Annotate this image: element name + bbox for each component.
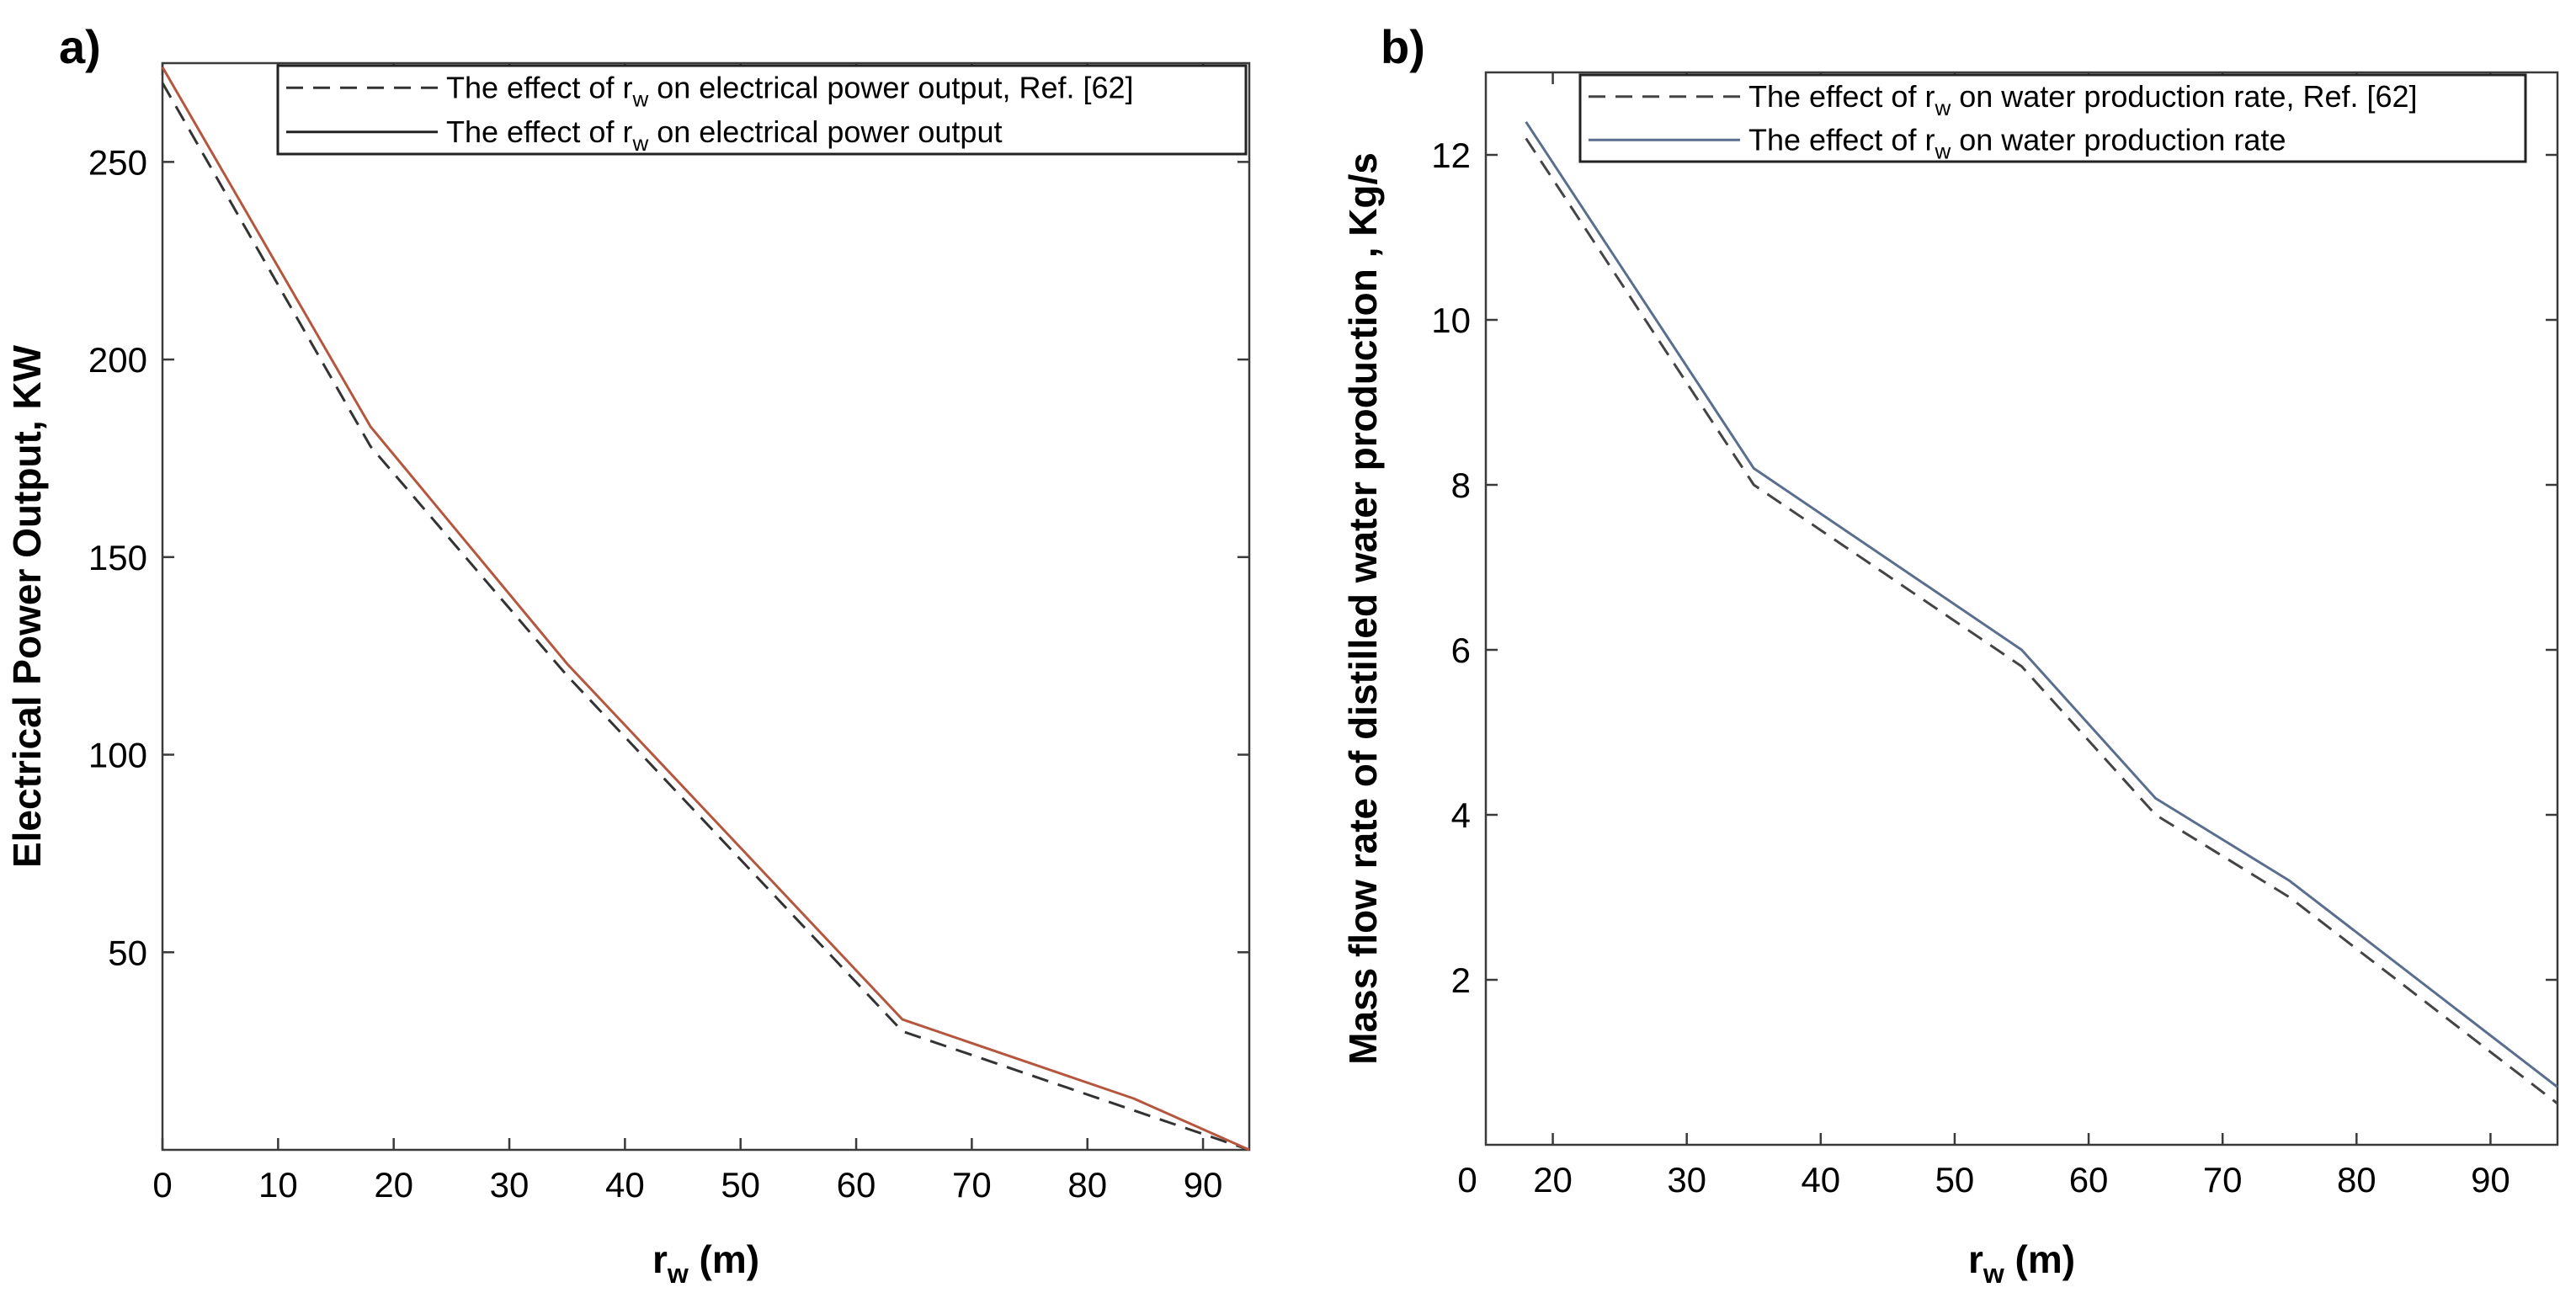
x-tick-label: 50 (721, 1165, 760, 1205)
y-tick-label: 12 (1431, 136, 1471, 175)
x-tick-label: 60 (837, 1165, 876, 1205)
plot-area (1484, 71, 2559, 1146)
y-tick-label: 8 (1451, 465, 1471, 505)
plot-area (161, 61, 1251, 1152)
x-tick-label: 30 (490, 1165, 530, 1205)
x-tick-label: 10 (258, 1165, 298, 1205)
y-tick-label: 200 (88, 340, 147, 380)
y-tick-label: 10 (1431, 301, 1471, 340)
y-tick-label: 2 (1451, 960, 1471, 1000)
x-tick-label: 40 (605, 1165, 645, 1205)
legend: The effect of rw on water production rat… (1578, 73, 2527, 163)
x-tick-label: 80 (1067, 1165, 1107, 1205)
chart-panel-b: b) 20 30 40 50 60 70 80 90 0 2 4 6 8 10 12 The effect of… (1341, 20, 2559, 1289)
legend: The effect of rw on electrical power out… (276, 64, 1248, 156)
x-tick-label: 90 (2471, 1160, 2510, 1200)
x-tick-label: 60 (2069, 1160, 2109, 1200)
x-tick-label: 30 (1667, 1160, 1706, 1200)
y-axis-title: Mass flow rate of distilled water produc… (1341, 152, 1385, 1065)
x-origin-label: 0 (1457, 1160, 1477, 1200)
panel-label: b) (1381, 20, 1425, 73)
x-tick-label: 20 (1533, 1160, 1573, 1200)
y-tick-label: 150 (88, 538, 147, 577)
x-tick-label: 0 (152, 1165, 172, 1205)
y-tick-label: 100 (88, 736, 147, 775)
chart-panel-a: a) 0 10 20 30 40 50 60 70 80 90 50 100 150 200 250 The e… (5, 20, 1251, 1289)
series-line-ref (1525, 137, 2558, 1105)
legend-entry: The effect of rw on electrical power out… (446, 70, 1134, 111)
legend-box (276, 64, 1248, 156)
y-tick-label: 50 (108, 933, 147, 972)
x-tick-label: 40 (1801, 1160, 1840, 1200)
y-tick-label: 4 (1451, 795, 1471, 835)
legend-box (1578, 73, 2527, 163)
x-tick-label: 50 (1935, 1160, 1975, 1200)
legend-entry: The effect of rw on electrical power out… (446, 114, 1002, 156)
legend-entry: The effect of rw on water production rat… (1748, 79, 2418, 120)
series-line-model (161, 66, 1250, 1152)
x-tick-label: 80 (2337, 1160, 2376, 1200)
x-tick-label: 70 (2203, 1160, 2243, 1200)
y-axis-title: Electrical Power Output, KW (5, 344, 49, 868)
x-axis-title: rw (m) (652, 1237, 759, 1289)
series-line-model (1525, 120, 2558, 1088)
x-tick-label: 20 (374, 1165, 413, 1205)
panel-label: a) (59, 20, 101, 73)
x-tick-label: 90 (1184, 1165, 1223, 1205)
x-axis-title: rw (m) (1968, 1237, 2075, 1289)
y-tick-label: 250 (88, 142, 147, 182)
x-tick-label: 70 (952, 1165, 992, 1205)
y-tick-label: 6 (1451, 630, 1471, 670)
legend-entry: The effect of rw on water production rat… (1748, 122, 2286, 163)
